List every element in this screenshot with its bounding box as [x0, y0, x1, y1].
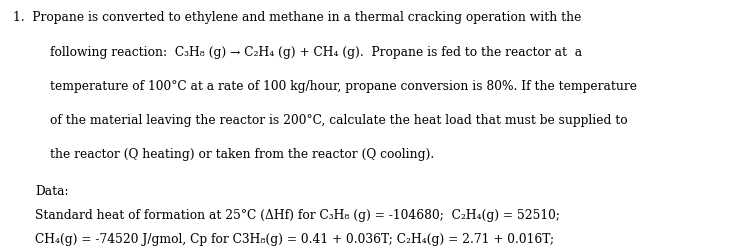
Text: CH₄(g) = -74520 J/gmol, Cp for C3H₈(g) = 0.41 + 0.036T; C₂H₄(g) = 2.71 + 0.016T;: CH₄(g) = -74520 J/gmol, Cp for C3H₈(g) =…	[35, 232, 554, 245]
Text: following reaction:  C₃H₈ (g) → C₂H₄ (g) + CH₄ (g).  Propane is fed to the react: following reaction: C₃H₈ (g) → C₂H₄ (g) …	[50, 45, 582, 58]
Text: of the material leaving the reactor is 200°C, calculate the heat load that must : of the material leaving the reactor is 2…	[50, 113, 627, 126]
Text: temperature of 100°C at a rate of 100 kg/hour, propane conversion is 80%. If the: temperature of 100°C at a rate of 100 kg…	[50, 79, 637, 92]
Text: Standard heat of formation at 25°C (ΔHf) for C₃H₈ (g) = -104680;  C₂H₄(g) = 5251: Standard heat of formation at 25°C (ΔHf)…	[35, 208, 560, 221]
Text: 1.  Propane is converted to ethylene and methane in a thermal cracking operation: 1. Propane is converted to ethylene and …	[13, 11, 581, 24]
Text: Data:: Data:	[35, 184, 69, 197]
Text: the reactor (Q heating) or taken from the reactor (Q cooling).: the reactor (Q heating) or taken from th…	[50, 147, 434, 160]
